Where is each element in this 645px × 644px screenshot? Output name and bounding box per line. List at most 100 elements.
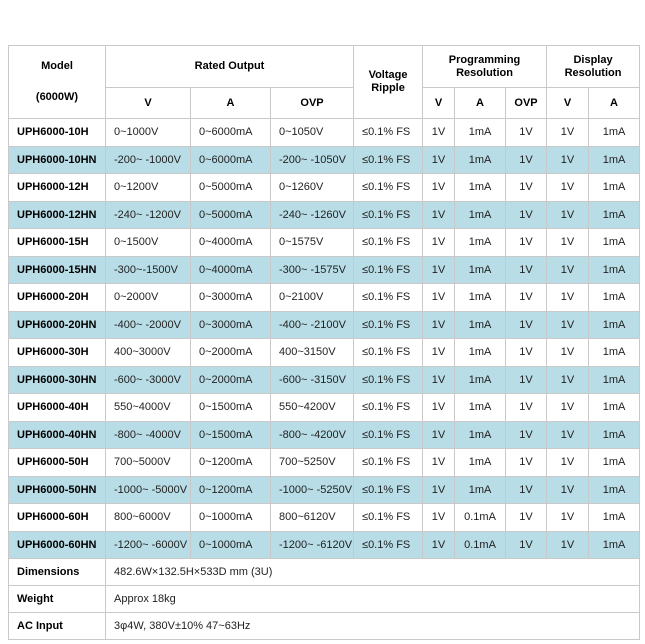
rated-ovp-cell: 0~1260V (269, 173, 355, 202)
col-subheader-rated-a: A (190, 87, 271, 119)
disp-v-cell: 1V (546, 365, 590, 394)
prog-v-cell: 1V (422, 503, 456, 532)
table-header: Model (6000W) Rated Output Voltage Rippl… (8, 45, 641, 119)
prog-v-cell: 1V (422, 310, 456, 339)
footer-row: Dimensions 482.6W×132.5H×533D mm (3U) (8, 558, 641, 586)
rated-ovp-cell: -1200~ -6120V (269, 530, 355, 559)
rated-ovp-cell: 700~5250V (269, 448, 355, 477)
voltage-ripple-cell: ≤0.1% FS (353, 503, 424, 532)
rated-a-cell: 0~4000mA (190, 228, 271, 257)
rated-a-cell: 0~1500mA (190, 420, 271, 449)
rated-a-cell: 0~1200mA (190, 475, 271, 504)
footer-label: AC Input (8, 612, 106, 640)
rated-v-cell: -600~ -3000V (105, 365, 191, 394)
prog-v-cell: 1V (422, 393, 456, 422)
table-row: UPH6000-30H 400~3000V 0~2000mA 400~3150V ≤0.… (8, 338, 641, 367)
rated-v-cell: -240~ -1200V (105, 200, 191, 229)
rated-ovp-cell: -240~ -1260V (269, 200, 355, 229)
prog-ovp-cell: 1V (505, 283, 548, 312)
rated-a-cell: 0~6000mA (190, 118, 271, 147)
disp-v-cell: 1V (546, 255, 590, 284)
rated-v-cell: 0~1000V (105, 118, 191, 147)
voltage-ripple-cell: ≤0.1% FS (353, 530, 424, 559)
footer-row: AC Input 3φ4W, 380V±10% 47~63Hz (8, 612, 641, 640)
prog-a-cell: 1mA (454, 393, 507, 422)
prog-ovp-cell: 1V (505, 393, 548, 422)
voltage-ripple-cell: ≤0.1% FS (353, 338, 424, 367)
disp-a-cell: 1mA (588, 420, 641, 449)
table-body: UPH6000-10H 0~1000V 0~6000mA 0~1050V ≤0.1% F… (8, 118, 641, 640)
spec-table-container: Model (6000W) Rated Output Voltage Rippl… (8, 45, 641, 640)
model-cell: UPH6000-40H (8, 393, 106, 422)
col-header-display-resolution-line2: Resolution (564, 66, 622, 79)
header-row-2: V A OVP V A OVP V A (9, 87, 641, 119)
prog-v-cell: 1V (422, 448, 456, 477)
footer-value: 3φ4W, 380V±10% 47~63Hz (104, 612, 641, 640)
prog-ovp-cell: 1V (505, 145, 548, 174)
voltage-ripple-cell: ≤0.1% FS (353, 365, 424, 394)
prog-a-cell: 0.1mA (454, 530, 507, 559)
disp-a-cell: 1mA (588, 393, 641, 422)
model-cell: UPH6000-60HN (8, 530, 106, 559)
prog-a-cell: 1mA (454, 448, 507, 477)
voltage-ripple-cell: ≤0.1% FS (353, 118, 424, 147)
disp-a-cell: 1mA (588, 448, 641, 477)
rated-v-cell: -300~-1500V (105, 255, 191, 284)
rated-v-cell: 700~5000V (105, 448, 191, 477)
model-cell: UPH6000-30HN (8, 365, 106, 394)
prog-v-cell: 1V (422, 420, 456, 449)
col-header-display-resolution: Display Resolution (546, 45, 641, 88)
rated-a-cell: 0~1000mA (190, 503, 271, 532)
col-header-rated-output: Rated Output (104, 45, 355, 88)
prog-a-cell: 1mA (454, 365, 507, 394)
rated-a-cell: 0~1000mA (190, 530, 271, 559)
col-header-programming-resolution-line1: Programming (448, 53, 521, 66)
col-subheader-rated-ovp: OVP (269, 87, 355, 119)
disp-v-cell: 1V (546, 393, 590, 422)
voltage-ripple-cell: ≤0.1% FS (353, 310, 424, 339)
footer-row: Weight Approx 18kg (8, 585, 641, 613)
voltage-ripple-cell: ≤0.1% FS (353, 393, 424, 422)
table-row: UPH6000-40HN -800~ -4000V 0~1500mA -800~ -4… (8, 420, 641, 449)
col-subheader-prog-a: A (454, 87, 507, 119)
model-cell: UPH6000-50H (8, 448, 106, 477)
col-subheader-rated-v: V (105, 87, 191, 119)
rated-ovp-cell: 400~3150V (269, 338, 355, 367)
table-row: UPH6000-40H 550~4000V 0~1500mA 550~4200V ≤0.… (8, 393, 641, 422)
table-row: UPH6000-50HN -1000~ -5000V 0~1200mA -1000~ … (8, 475, 641, 504)
disp-a-cell: 1mA (588, 118, 641, 147)
prog-v-cell: 1V (422, 338, 456, 367)
disp-v-cell: 1V (546, 228, 590, 257)
voltage-ripple-cell: ≤0.1% FS (353, 283, 424, 312)
model-cell: UPH6000-10HN (8, 145, 106, 174)
prog-v-cell: 1V (422, 145, 456, 174)
model-cell: UPH6000-20HN (8, 310, 106, 339)
rated-ovp-cell: 0~1050V (269, 118, 355, 147)
prog-v-cell: 1V (422, 255, 456, 284)
disp-v-cell: 1V (546, 475, 590, 504)
disp-v-cell: 1V (546, 530, 590, 559)
rated-ovp-cell: -400~ -2100V (269, 310, 355, 339)
table-row: UPH6000-60H 800~6000V 0~1000mA 800~6120V ≤0.… (8, 503, 641, 532)
spec-table: Model (6000W) Rated Output Voltage Rippl… (8, 45, 641, 640)
model-cell: UPH6000-12H (8, 173, 106, 202)
col-subheader-prog-v: V (422, 87, 456, 119)
rated-ovp-cell: 550~4200V (269, 393, 355, 422)
rated-a-cell: 0~6000mA (190, 145, 271, 174)
model-cell: UPH6000-10H (8, 118, 106, 147)
table-row: UPH6000-12HN -240~ -1200V 0~5000mA -240~ -1… (8, 200, 641, 229)
prog-a-cell: 1mA (454, 283, 507, 312)
prog-v-cell: 1V (422, 283, 456, 312)
col-header-voltage-ripple-line2: Ripple (371, 82, 405, 94)
rated-v-cell: -800~ -4000V (105, 420, 191, 449)
voltage-ripple-cell: ≤0.1% FS (353, 255, 424, 284)
rated-ovp-cell: -600~ -3150V (269, 365, 355, 394)
col-header-model: Model (6000W) (8, 45, 106, 119)
prog-a-cell: 1mA (454, 228, 507, 257)
col-header-model-line1: Model (41, 60, 73, 72)
table-row: UPH6000-60HN -1200~ -6000V 0~1000mA -1200~ … (8, 530, 641, 559)
prog-a-cell: 1mA (454, 118, 507, 147)
prog-ovp-cell: 1V (505, 338, 548, 367)
prog-v-cell: 1V (422, 530, 456, 559)
rated-a-cell: 0~2000mA (190, 365, 271, 394)
